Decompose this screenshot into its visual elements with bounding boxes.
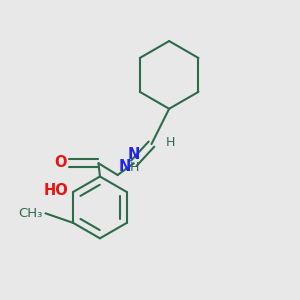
Text: H: H (129, 161, 139, 174)
Text: H: H (166, 136, 175, 149)
Text: N: N (128, 147, 140, 162)
Text: CH₃: CH₃ (18, 207, 43, 220)
Text: N: N (118, 159, 130, 174)
Text: O: O (54, 155, 67, 170)
Text: HO: HO (44, 183, 69, 198)
